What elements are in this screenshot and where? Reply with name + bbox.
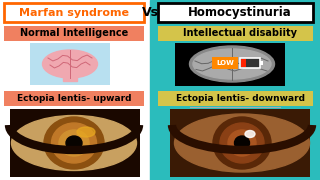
FancyBboxPatch shape [240,58,260,68]
FancyBboxPatch shape [241,59,246,67]
Text: Ectopia lentis- upward: Ectopia lentis- upward [17,94,131,103]
Ellipse shape [228,130,256,156]
Ellipse shape [235,136,250,150]
Text: Homocystinuria: Homocystinuria [188,6,292,19]
Text: Ectopia lentis- downward: Ectopia lentis- downward [175,94,305,103]
FancyBboxPatch shape [4,91,144,106]
FancyBboxPatch shape [158,26,313,41]
Ellipse shape [44,117,104,169]
Ellipse shape [245,130,255,138]
Ellipse shape [213,117,271,169]
Ellipse shape [77,127,95,137]
FancyBboxPatch shape [175,43,285,86]
Ellipse shape [12,116,137,170]
Text: Marfan syndrome: Marfan syndrome [19,8,129,17]
FancyBboxPatch shape [170,109,310,177]
Ellipse shape [43,50,98,78]
FancyBboxPatch shape [10,109,140,177]
FancyBboxPatch shape [30,43,110,85]
Ellipse shape [220,123,264,163]
Bar [63,73,77,81]
FancyBboxPatch shape [260,61,263,65]
Ellipse shape [52,123,97,163]
FancyBboxPatch shape [158,3,313,22]
Ellipse shape [66,136,82,150]
Bar [150,0,320,180]
FancyBboxPatch shape [4,3,144,22]
Text: Intellectual disabiity: Intellectual disabiity [183,28,297,39]
Ellipse shape [189,46,275,82]
Bar [0,0,150,180]
Text: Normal Intelligence: Normal Intelligence [20,28,128,39]
FancyBboxPatch shape [158,91,313,106]
FancyBboxPatch shape [212,57,238,69]
Ellipse shape [174,114,309,172]
Ellipse shape [59,130,89,156]
Text: Vs: Vs [141,6,158,19]
Ellipse shape [193,49,271,79]
FancyBboxPatch shape [4,26,144,41]
Text: LOW: LOW [216,60,234,66]
